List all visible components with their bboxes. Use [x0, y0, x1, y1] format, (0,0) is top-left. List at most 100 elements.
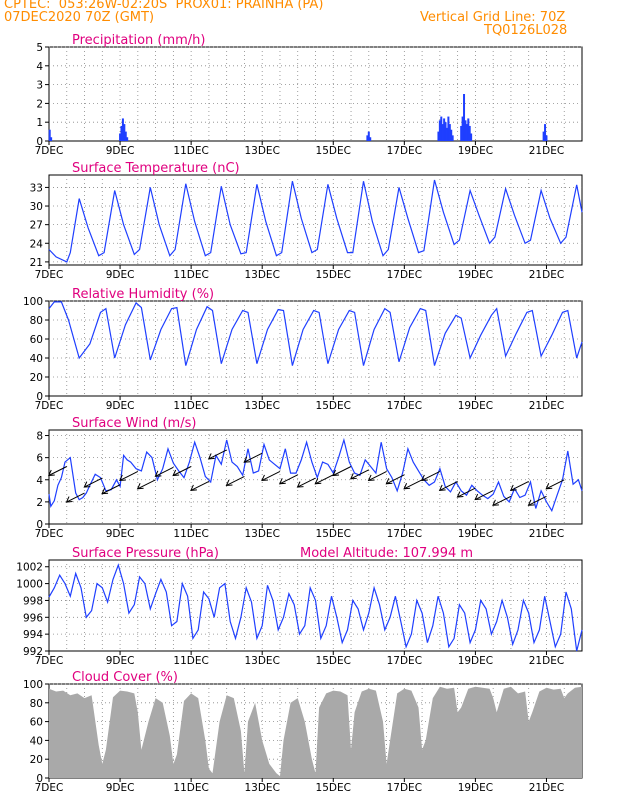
temperature-xtick-label: 9DEC: [106, 269, 135, 281]
precipitation-bar: [126, 137, 129, 141]
wind-arrow: [226, 475, 245, 486]
cloud-cover-ytick-label: 20: [30, 754, 43, 766]
pressure-ytick-label: 1000: [16, 579, 43, 591]
precipitation-frame: [48, 46, 583, 142]
wind-arrow-head: [421, 474, 428, 482]
wind-arrow: [492, 495, 512, 506]
wind-xtick-label: 15DEC: [316, 528, 351, 540]
temperature-xtick-label: 21DEC: [529, 269, 564, 281]
temperature-ytick-label: 33: [30, 182, 43, 194]
temperature-ytick-label: 24: [30, 238, 44, 250]
wind-arrow-head: [47, 469, 55, 477]
wind-arrow-head: [225, 479, 233, 487]
humidity-series-line: [48, 301, 583, 366]
precipitation-ytick-label: 1: [36, 117, 43, 129]
pressure-xtick-label: 11DEC: [173, 655, 208, 667]
cloud-cover-ytick-label: 100: [23, 679, 43, 691]
precipitation-xtick-label: 19DEC: [458, 145, 493, 157]
model-altitude-label: Model Altitude: 107.994 m: [300, 546, 473, 561]
cloud-cover-ytick-label: 40: [30, 735, 43, 747]
wind-arrow: [439, 480, 458, 491]
wind-arrow: [297, 477, 316, 488]
precipitation-bar: [438, 120, 441, 141]
header-line1: CPTEC: 053:26W-02:20S PROX01: PRAINHA (P…: [4, 0, 324, 12]
cloud-cover-ytick-label: 0: [36, 773, 43, 785]
wind-arrow-head: [509, 484, 517, 491]
cloud-cover-xtick-label: 15DEC: [316, 782, 351, 794]
pressure-series-line: [48, 563, 583, 652]
temperature-xtick-label: 15DEC: [316, 269, 351, 281]
humidity-panel: 0 20 40 60 80 100 7DEC 9DEC 11DEC 13DEC 15DEC 17DEC…: [23, 287, 583, 412]
humidity-ytick-label: 0: [36, 391, 43, 403]
wind-ytick-label: 8: [36, 431, 43, 443]
wind-arrow-head: [154, 470, 162, 477]
precipitation-bar: [121, 118, 124, 141]
wind-arrow: [350, 469, 370, 480]
precipitation-bar: [450, 129, 453, 141]
precipitation-bar: [470, 133, 473, 141]
precipitation-bar: [441, 124, 444, 141]
precipitation-bar: [545, 135, 548, 141]
wind-arrow-head: [207, 453, 215, 460]
pressure-ytick-label: 1002: [16, 562, 43, 574]
precipitation-xtick-label: 17DEC: [387, 145, 422, 157]
precipitation-bar: [451, 135, 454, 141]
wind-arrow: [66, 492, 85, 503]
precipitation-ytick-label: 0: [36, 136, 43, 148]
wind-arrow-head: [545, 483, 553, 490]
humidity-ytick-label: 60: [30, 334, 43, 346]
wind-xtick-label: 7DEC: [35, 528, 64, 540]
pressure-xtick-label: 13DEC: [244, 655, 279, 667]
cloud-cover-xtick-label: 17DEC: [387, 782, 422, 794]
precipitation-title: Precipitation (mm/h): [72, 33, 205, 48]
wind-arrow: [48, 466, 67, 476]
cloud-cover-xtick-label: 13DEC: [244, 782, 279, 794]
wind-arrow: [137, 479, 156, 490]
pressure-ytick-label: 996: [23, 612, 43, 624]
precipitation-bar: [443, 118, 446, 141]
wind-title: Surface Wind (m/s): [72, 416, 196, 431]
humidity-xtick-label: 7DEC: [35, 400, 64, 412]
precipitation-bar: [448, 124, 451, 141]
pressure-xtick-label: 15DEC: [316, 655, 351, 667]
precipitation-xtick-label: 21DEC: [529, 145, 564, 157]
precipitation-bar: [445, 127, 448, 141]
wind-arrow: [84, 477, 103, 488]
wind-arrow-head: [65, 496, 73, 503]
wind-arrow-head: [367, 474, 375, 482]
humidity-ytick-label: 80: [30, 315, 43, 327]
wind-frame: [48, 429, 583, 525]
precipitation-bar: [542, 131, 545, 141]
precipitation-bar: [50, 137, 53, 141]
humidity-xtick-label: 21DEC: [529, 400, 564, 412]
precipitation-bar: [461, 116, 464, 141]
precipitation-bar: [369, 137, 372, 141]
humidity-ytick-label: 100: [23, 296, 43, 308]
wind-arrow: [368, 471, 387, 481]
header-model-id: TQ0126L028: [484, 23, 568, 38]
temperature-xtick-label: 17DEC: [387, 269, 422, 281]
wind-ytick-label: 6: [36, 453, 43, 465]
precipitation-xtick-label: 9DEC: [106, 145, 135, 157]
header-date: 07DEC2020 70Z (GMT): [4, 10, 155, 25]
wind-arrow-head: [296, 481, 304, 488]
temperature-ytick-label: 30: [30, 201, 43, 213]
precipitation-bar: [437, 131, 440, 141]
wind-arrow: [172, 466, 192, 476]
humidity-ytick-label: 20: [30, 372, 43, 384]
temperature-panel: 21 24 27 30 33 7DEC 9DEC 11DEC 13DEC 15DEC 17DEC 19…: [30, 161, 583, 281]
precipitation-bar: [366, 135, 369, 141]
pressure-xtick-label: 9DEC: [106, 655, 135, 667]
cloud-cover-xtick-label: 11DEC: [173, 782, 208, 794]
cloud-cover-panel: 0 20 40 60 80 100 7DEC 9DEC 11DEC 13DEC 15DEC 17DEC…: [23, 670, 583, 794]
wind-arrow: [119, 471, 139, 481]
precipitation-bar: [367, 131, 370, 141]
wind-arrow-head: [456, 491, 464, 498]
humidity-xtick-label: 15DEC: [316, 400, 351, 412]
wind-arrow-head: [403, 483, 411, 490]
precipitation-ytick-label: 4: [36, 61, 43, 73]
cloud-cover-ytick-label: 60: [30, 717, 43, 729]
precipitation-bar: [468, 125, 471, 141]
temperature-series-line: [48, 179, 583, 263]
